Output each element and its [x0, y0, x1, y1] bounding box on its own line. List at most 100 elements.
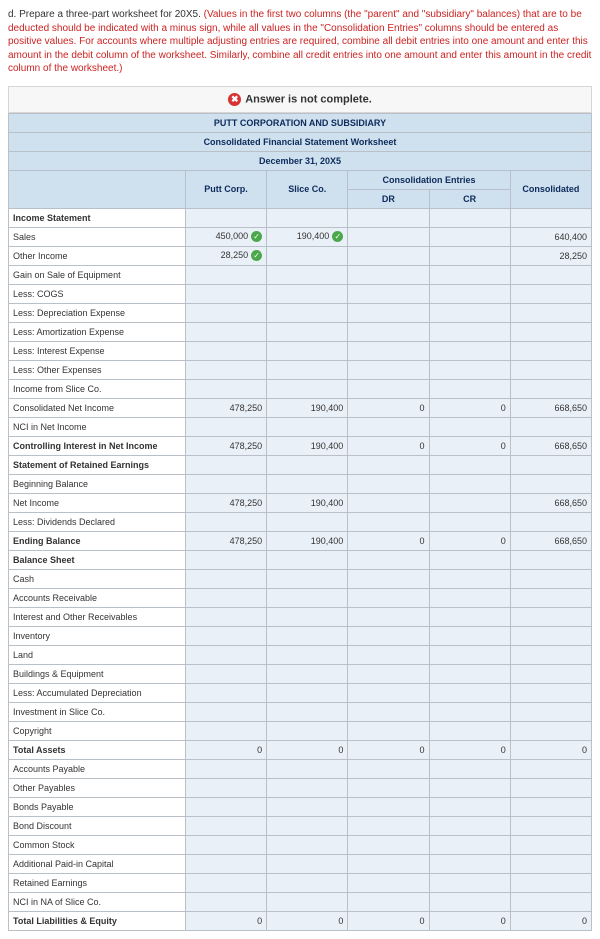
cell-cr[interactable] — [429, 626, 510, 645]
cell-slice[interactable] — [267, 512, 348, 531]
cell-dr[interactable] — [348, 664, 429, 683]
cell-putt[interactable] — [185, 265, 266, 284]
cell-dr[interactable] — [348, 417, 429, 436]
cell-dr[interactable] — [348, 455, 429, 474]
cell-cons[interactable] — [510, 664, 591, 683]
cell-putt[interactable] — [185, 208, 266, 227]
cell-cr[interactable] — [429, 417, 510, 436]
cell-dr[interactable] — [348, 702, 429, 721]
cell-slice[interactable] — [267, 588, 348, 607]
cell-putt[interactable] — [185, 797, 266, 816]
cell-putt[interactable] — [185, 322, 266, 341]
cell-putt[interactable] — [185, 550, 266, 569]
cell-dr[interactable] — [348, 227, 429, 246]
cell-slice[interactable]: 190,400 — [267, 436, 348, 455]
cell-putt[interactable] — [185, 512, 266, 531]
cell-putt[interactable]: 478,250 — [185, 531, 266, 550]
cell-dr[interactable] — [348, 569, 429, 588]
cell-slice[interactable] — [267, 702, 348, 721]
cell-cons[interactable] — [510, 778, 591, 797]
cell-dr[interactable] — [348, 816, 429, 835]
cell-dr[interactable] — [348, 379, 429, 398]
cell-cons[interactable]: 668,650 — [510, 398, 591, 417]
cell-cons[interactable] — [510, 797, 591, 816]
cell-cr[interactable] — [429, 778, 510, 797]
cell-putt[interactable] — [185, 721, 266, 740]
cell-cons[interactable] — [510, 322, 591, 341]
cell-dr[interactable] — [348, 892, 429, 911]
cell-putt[interactable]: 478,250 — [185, 436, 266, 455]
cell-cons[interactable] — [510, 892, 591, 911]
cell-cr[interactable] — [429, 512, 510, 531]
cell-putt[interactable] — [185, 664, 266, 683]
cell-cons[interactable] — [510, 721, 591, 740]
cell-cons[interactable]: 668,650 — [510, 436, 591, 455]
cell-cons[interactable] — [510, 550, 591, 569]
cell-cr[interactable] — [429, 873, 510, 892]
cell-cons[interactable] — [510, 341, 591, 360]
cell-slice[interactable]: 190,400 — [267, 398, 348, 417]
cell-putt[interactable] — [185, 683, 266, 702]
cell-putt[interactable] — [185, 778, 266, 797]
cell-putt[interactable] — [185, 379, 266, 398]
cell-cons[interactable]: 668,650 — [510, 531, 591, 550]
cell-cons[interactable] — [510, 588, 591, 607]
cell-dr[interactable] — [348, 835, 429, 854]
cell-putt[interactable] — [185, 759, 266, 778]
cell-cons[interactable] — [510, 626, 591, 645]
cell-cr[interactable] — [429, 835, 510, 854]
cell-cons[interactable] — [510, 474, 591, 493]
cell-cr[interactable]: 0 — [429, 531, 510, 550]
cell-putt[interactable]: 478,250 — [185, 493, 266, 512]
cell-cons[interactable]: 0 — [510, 740, 591, 759]
cell-cr[interactable] — [429, 892, 510, 911]
cell-cr[interactable] — [429, 208, 510, 227]
cell-cr[interactable] — [429, 341, 510, 360]
cell-slice[interactable] — [267, 873, 348, 892]
cell-cons[interactable] — [510, 569, 591, 588]
cell-cons[interactable] — [510, 208, 591, 227]
cell-cr[interactable] — [429, 360, 510, 379]
cell-cons[interactable] — [510, 379, 591, 398]
cell-putt[interactable] — [185, 417, 266, 436]
cell-slice[interactable] — [267, 284, 348, 303]
cell-slice[interactable] — [267, 455, 348, 474]
cell-cr[interactable] — [429, 683, 510, 702]
cell-putt[interactable] — [185, 626, 266, 645]
cell-dr[interactable] — [348, 626, 429, 645]
cell-cr[interactable]: 0 — [429, 398, 510, 417]
cell-cons[interactable] — [510, 512, 591, 531]
cell-putt[interactable] — [185, 816, 266, 835]
cell-putt[interactable] — [185, 569, 266, 588]
cell-cons[interactable] — [510, 835, 591, 854]
cell-dr[interactable] — [348, 778, 429, 797]
cell-cr[interactable] — [429, 227, 510, 246]
cell-slice[interactable] — [267, 360, 348, 379]
cell-cons[interactable] — [510, 873, 591, 892]
cell-cr[interactable] — [429, 246, 510, 265]
cell-cons[interactable] — [510, 360, 591, 379]
cell-cr[interactable] — [429, 607, 510, 626]
cell-cr[interactable] — [429, 721, 510, 740]
cell-cr[interactable] — [429, 702, 510, 721]
cell-cons[interactable] — [510, 284, 591, 303]
cell-slice[interactable] — [267, 607, 348, 626]
cell-dr[interactable] — [348, 512, 429, 531]
cell-putt[interactable]: 478,250 — [185, 398, 266, 417]
cell-slice[interactable] — [267, 664, 348, 683]
cell-cr[interactable] — [429, 455, 510, 474]
cell-cons[interactable] — [510, 265, 591, 284]
cell-dr[interactable] — [348, 322, 429, 341]
cell-cr[interactable] — [429, 588, 510, 607]
cell-slice[interactable] — [267, 854, 348, 873]
cell-cr[interactable]: 0 — [429, 740, 510, 759]
cell-cr[interactable] — [429, 265, 510, 284]
cell-slice[interactable] — [267, 645, 348, 664]
cell-slice[interactable] — [267, 892, 348, 911]
cell-putt[interactable] — [185, 588, 266, 607]
cell-slice[interactable] — [267, 759, 348, 778]
cell-cr[interactable] — [429, 854, 510, 873]
cell-dr[interactable] — [348, 759, 429, 778]
cell-slice[interactable]: 190,400✓ — [267, 227, 348, 246]
cell-slice[interactable]: 0 — [267, 911, 348, 930]
